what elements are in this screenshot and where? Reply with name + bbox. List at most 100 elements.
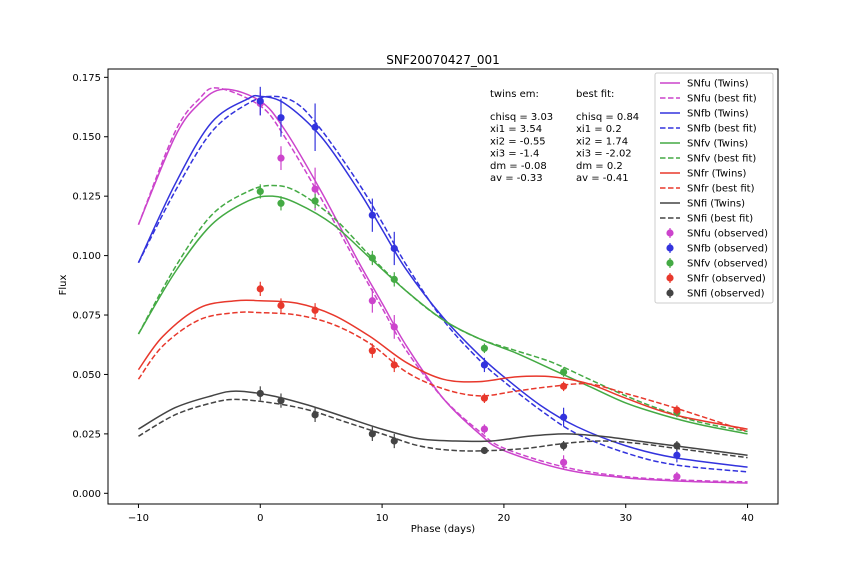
legend-snfb-twins-label: SNfb (Twins) bbox=[687, 109, 749, 120]
legend-snfi-twins-label: SNfi (Twins) bbox=[687, 199, 745, 210]
snfb-twins-line bbox=[137, 94, 748, 468]
legend-snfv-best-fit-label: SNfv (best fit) bbox=[687, 154, 756, 165]
snfb-observed-point bbox=[256, 97, 264, 105]
snfu-observed-point bbox=[368, 297, 376, 305]
snfu-observed-point bbox=[311, 185, 319, 193]
legend-snfv-observed-swatch bbox=[666, 259, 674, 267]
annotation-line: av = -0.41 bbox=[576, 173, 629, 184]
annotation-line: xi3 = -1.4 bbox=[490, 149, 539, 160]
legend: SNfu (Twins) SNfu (best fit) SNfb (Twins) S… bbox=[654, 72, 774, 304]
legend-snfi-best-fit-label: SNfi (best fit) bbox=[687, 214, 753, 225]
snfr-observed-point bbox=[390, 361, 398, 369]
snfr-best-fit-line bbox=[137, 311, 748, 433]
x-axis: −10 0 10 20 30 40 bbox=[128, 504, 754, 524]
legend-snfb-observed-label: SNfb (observed) bbox=[687, 244, 768, 255]
snfv-best-fit-line bbox=[137, 184, 748, 433]
snfb-observed-point bbox=[480, 361, 489, 369]
annotation-line: chisq = 0.84 bbox=[576, 112, 639, 123]
legend-snfu-observed-label: SNfu (observed) bbox=[687, 229, 768, 240]
snfu-observed-point bbox=[673, 473, 681, 481]
snfv-observed-point bbox=[368, 254, 376, 262]
snfi-best-fit-line bbox=[138, 398, 748, 459]
x-axis-label: Phase (days) bbox=[411, 524, 476, 535]
snfi-observed-point bbox=[256, 389, 264, 398]
snfu-twins-line bbox=[137, 88, 748, 484]
legend-snfv-observed-label: SNfv (observed) bbox=[687, 259, 768, 270]
annotation-line: dm = -0.08 bbox=[490, 161, 547, 172]
y-axis: 0.000 0.025 0.050 0.075 0.100 0.125 0.150 0.175 bbox=[72, 73, 108, 500]
annotation-line: xi1 = 3.54 bbox=[490, 124, 542, 135]
snfr-observed-point bbox=[673, 406, 681, 414]
y-tick-label: 0.075 bbox=[72, 311, 101, 322]
annotation-heading: twins em: bbox=[490, 89, 539, 100]
snfi-observed-point bbox=[480, 446, 489, 455]
annotation-line: dm = 0.2 bbox=[576, 161, 623, 172]
legend-snfb-observed-swatch bbox=[666, 244, 674, 252]
snfv-observed-point bbox=[256, 187, 264, 196]
snfb-observed-point bbox=[277, 114, 285, 122]
snfu-best-fit-line bbox=[137, 87, 748, 483]
x-tick-label: 20 bbox=[498, 513, 511, 524]
snfb-observed-point bbox=[673, 451, 681, 459]
x-tick-label: 0 bbox=[257, 513, 263, 524]
snfu-observed-point bbox=[277, 154, 285, 162]
curves bbox=[137, 87, 748, 484]
snfi-observed-point bbox=[311, 411, 319, 419]
snfv-observed-point bbox=[480, 344, 489, 352]
legend-snfb-best-fit-label: SNfb (best fit) bbox=[687, 124, 757, 135]
snfv-observed-point bbox=[311, 197, 319, 205]
snfi-twins-line bbox=[138, 390, 748, 457]
observed-points bbox=[256, 86, 681, 482]
snfu-observed-point bbox=[560, 458, 568, 467]
x-tick-label: −10 bbox=[128, 513, 149, 524]
annotation-line: xi3 = -2.02 bbox=[576, 149, 632, 160]
chart-title: SNF20070427_001 bbox=[386, 53, 499, 67]
snfi-observed-point bbox=[390, 437, 398, 445]
snfi-observed-point bbox=[673, 442, 681, 450]
legend-snfi-observed-label: SNfi (observed) bbox=[687, 289, 765, 300]
snfr-observed-point bbox=[277, 301, 285, 310]
snfv-observed-point bbox=[390, 275, 398, 283]
annotation-line: xi2 = 1.74 bbox=[576, 136, 628, 147]
legend-snfr-observed-swatch bbox=[666, 274, 674, 282]
x-tick-label: 30 bbox=[619, 513, 632, 524]
snfb-best-fit-line bbox=[137, 95, 748, 473]
legend-snfr-twins-label: SNfr (Twins) bbox=[687, 169, 746, 180]
snfr-twins-line bbox=[137, 299, 748, 430]
snfr-observed-point bbox=[311, 306, 319, 314]
legend-box bbox=[654, 72, 774, 304]
snfi-observed-point bbox=[277, 396, 285, 405]
snfr-observed-point bbox=[560, 382, 568, 390]
legend-snfr-observed-label: SNfr (observed) bbox=[687, 274, 766, 285]
plot-frame bbox=[107, 68, 779, 505]
y-tick-label: 0.025 bbox=[72, 429, 101, 440]
legend-snfu-twins-label: SNfu (Twins) bbox=[687, 79, 749, 90]
snfu-observed-point bbox=[390, 323, 398, 331]
annotation-heading: best fit: bbox=[576, 89, 614, 100]
y-tick-label: 0.100 bbox=[72, 251, 101, 262]
x-tick-label: 10 bbox=[376, 513, 389, 524]
snfb-observed-point bbox=[311, 123, 319, 131]
legend-snfr-best-fit-label: SNfr (best fit) bbox=[687, 184, 755, 195]
snfr-observed-point bbox=[256, 285, 264, 293]
legend-snfu-best-fit-label: SNfu (best fit) bbox=[687, 94, 757, 105]
legend-snfu-observed-swatch bbox=[666, 229, 674, 237]
snfr-observed-point bbox=[480, 394, 489, 402]
snfi-observed-point bbox=[560, 442, 568, 450]
snfv-observed-point bbox=[560, 368, 568, 376]
annotation-line: chisq = 3.03 bbox=[490, 112, 553, 123]
y-axis-label: Flux bbox=[58, 275, 69, 296]
y-tick-label: 0.125 bbox=[72, 192, 101, 203]
x-tick-label: 40 bbox=[741, 513, 754, 524]
legend-snfv-twins-label: SNfv (Twins) bbox=[687, 139, 748, 150]
y-tick-label: 0.150 bbox=[72, 132, 101, 143]
snfb-observed-point bbox=[390, 244, 398, 253]
y-tick-label: 0.050 bbox=[72, 370, 101, 381]
annotation-line: xi1 = 0.2 bbox=[576, 124, 622, 135]
snfb-observed-point bbox=[368, 211, 376, 219]
snfv-observed-point bbox=[277, 199, 285, 207]
snfu-observed-point bbox=[480, 425, 489, 433]
annotation-line: av = -0.33 bbox=[490, 173, 543, 184]
